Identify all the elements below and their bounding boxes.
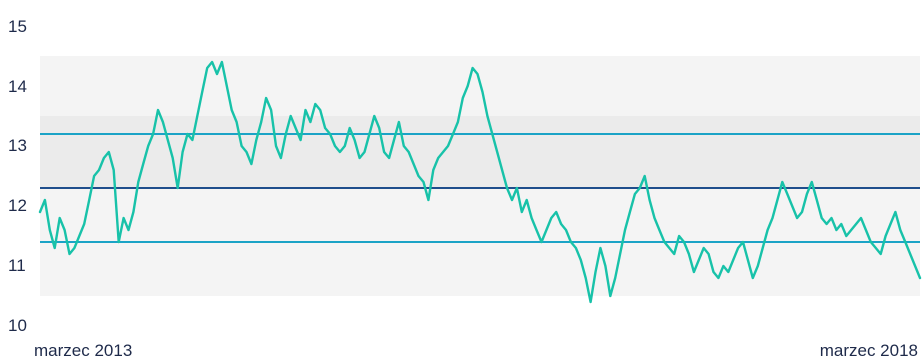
y-tick-label: 11 (8, 256, 26, 275)
y-tick-label: 12 (8, 196, 27, 215)
series-line (38, 60, 922, 304)
x-end-label: marzec 2018 (820, 341, 918, 360)
y-tick-label: 13 (8, 136, 27, 155)
chart-bands (40, 56, 920, 296)
x-start-label: marzec 2013 (34, 341, 132, 360)
y-axis-labels: 15 14 13 12 11 10 (8, 17, 27, 335)
y-tick-label: 15 (8, 17, 27, 36)
y-tick-label: 10 (8, 316, 27, 335)
y-tick-label: 14 (8, 77, 27, 96)
chart-band (40, 116, 920, 188)
